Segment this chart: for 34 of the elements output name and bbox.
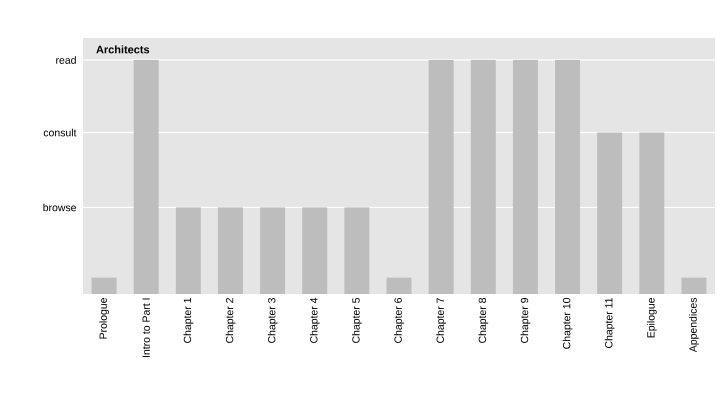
chart-title: Architects [96,45,150,54]
ref-line-label: browse [43,204,76,212]
bar [302,207,328,294]
bar [134,60,159,294]
bar [512,60,538,294]
x-tick-label: Appendices [689,298,699,352]
bar [470,60,496,294]
ref-line-label: read [56,56,76,64]
x-tick-label: Chapter 3 [268,298,278,343]
bar [344,207,370,294]
x-tick-label: Chapter 11 [604,298,615,348]
bar [639,132,664,294]
x-tick-label: Chapter 9 [520,298,530,343]
x-tick-label: Epilogue [646,298,657,338]
bar [386,278,412,294]
x-tick-label: Intro to Part I [142,298,150,358]
x-tick-label: Chapter 7 [436,298,446,343]
x-tick-label: Chapter 8 [478,298,488,343]
x-tick-label: Chapter 6 [394,298,404,343]
x-tick-label: Chapter 2 [226,298,236,343]
x-tick-label: Chapter 5 [352,298,362,343]
x-tick-label: Prologue [99,298,109,339]
x-tick-label: Chapter 4 [310,298,320,343]
bar [176,207,201,294]
x-tick-label: Chapter 10 [562,298,572,349]
bar [681,278,706,294]
bar [218,207,243,294]
bar [260,207,286,294]
bar [555,60,580,294]
bar [428,60,454,294]
bar [92,278,117,294]
ref-line-label: consult [44,128,76,136]
bar [597,132,622,294]
x-tick-label: Chapter 1 [183,298,194,343]
